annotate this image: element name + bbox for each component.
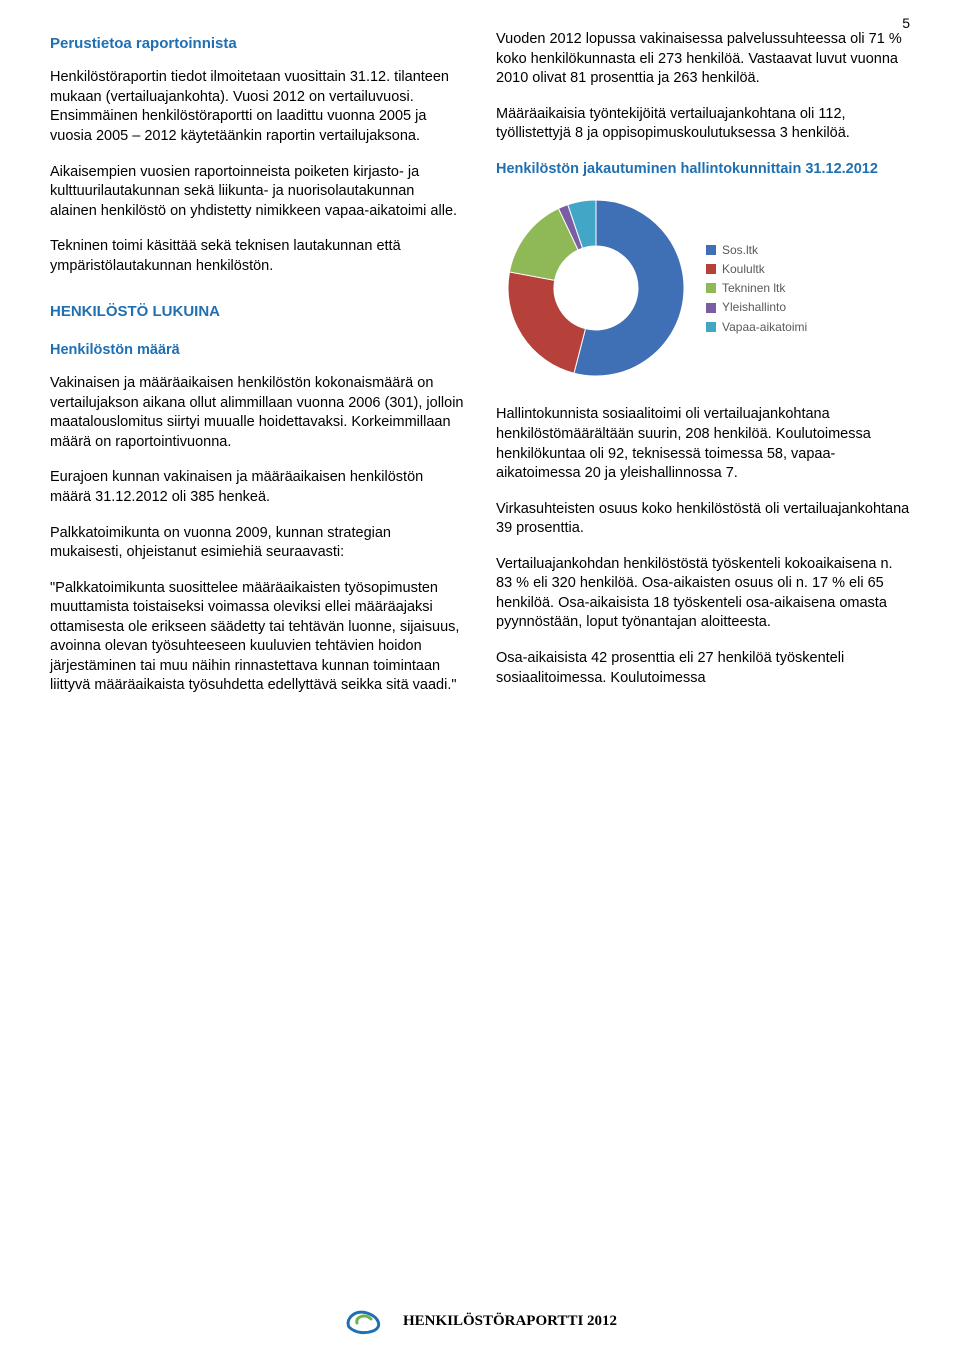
legend-item: Sos.ltk xyxy=(706,242,807,258)
body-paragraph-quote: "Palkkatoimikunta suosittelee määräaikai… xyxy=(50,579,464,696)
footer-title: HENKILÖSTÖRAPORTTI 2012 xyxy=(403,1311,617,1331)
legend-swatch xyxy=(706,303,716,313)
chart-legend: Sos.ltk Koulultk Tekninen ltk Yleishallinto… xyxy=(706,239,807,338)
legend-item: Koulultk xyxy=(706,261,807,277)
donut-slice xyxy=(508,272,585,373)
section-heading-perustietoa: Perustietoa raportoinnista xyxy=(50,34,464,54)
body-paragraph: Vertailuajankohdan henkilöstöstä työsken… xyxy=(496,555,910,633)
body-paragraph: Määräaikaisia työntekijöitä vertailuajan… xyxy=(496,105,910,144)
body-paragraph: Osa-aikaisista 42 prosenttia eli 27 henk… xyxy=(496,649,910,688)
legend-swatch xyxy=(706,322,716,332)
legend-item: Vapaa-aikatoimi xyxy=(706,319,807,335)
subheading-jakautuminen: Henkilöstön jakautuminen hallintokunnitt… xyxy=(496,160,910,180)
legend-label: Koulultk xyxy=(722,261,765,277)
body-paragraph: Vuoden 2012 lopussa vakinaisessa palvelu… xyxy=(496,30,910,89)
legend-item: Tekninen ltk xyxy=(706,280,807,296)
body-paragraph: Palkkatoimikunta on vuonna 2009, kunnan … xyxy=(50,524,464,563)
left-column: Perustietoa raportoinnista Henkilöstörap… xyxy=(50,30,464,712)
legend-label: Sos.ltk xyxy=(722,242,758,258)
legend-swatch xyxy=(706,245,716,255)
two-column-layout: Perustietoa raportoinnista Henkilöstörap… xyxy=(50,30,910,712)
legend-swatch xyxy=(706,283,716,293)
body-paragraph: Tekninen toimi käsittää sekä teknisen la… xyxy=(50,237,464,276)
right-column: Vuoden 2012 lopussa vakinaisessa palvelu… xyxy=(496,30,910,712)
legend-swatch xyxy=(706,264,716,274)
subheading-maara: Henkilöstön määrä xyxy=(50,341,464,361)
legend-label: Tekninen ltk xyxy=(722,280,785,296)
footer-logo-icon xyxy=(343,1307,387,1335)
body-paragraph: Hallintokunnista sosiaalitoimi oli verta… xyxy=(496,405,910,483)
donut-chart-panel: Sos.ltk Koulultk Tekninen ltk Yleishallinto… xyxy=(496,193,910,383)
body-paragraph: Virkasuhteisten osuus koko henkilöstöstä… xyxy=(496,500,910,539)
page-footer: HENKILÖSTÖRAPORTTI 2012 xyxy=(0,1307,960,1342)
donut-chart xyxy=(496,193,696,383)
legend-item: Yleishallinto xyxy=(706,299,807,315)
legend-label: Vapaa-aikatoimi xyxy=(722,319,807,335)
body-paragraph: Henkilöstöraportin tiedot ilmoitetaan vu… xyxy=(50,68,464,146)
page-number: 5 xyxy=(902,14,910,33)
body-paragraph: Aikaisempien vuosien raportoinneista poi… xyxy=(50,163,464,222)
section-heading-lukuina: HENKILÖSTÖ LUKUINA xyxy=(50,302,464,322)
body-paragraph: Vakinaisen ja määräaikaisen henkilöstön … xyxy=(50,374,464,452)
body-paragraph: Eurajoen kunnan vakinaisen ja määräaikai… xyxy=(50,468,464,507)
legend-label: Yleishallinto xyxy=(722,299,786,315)
